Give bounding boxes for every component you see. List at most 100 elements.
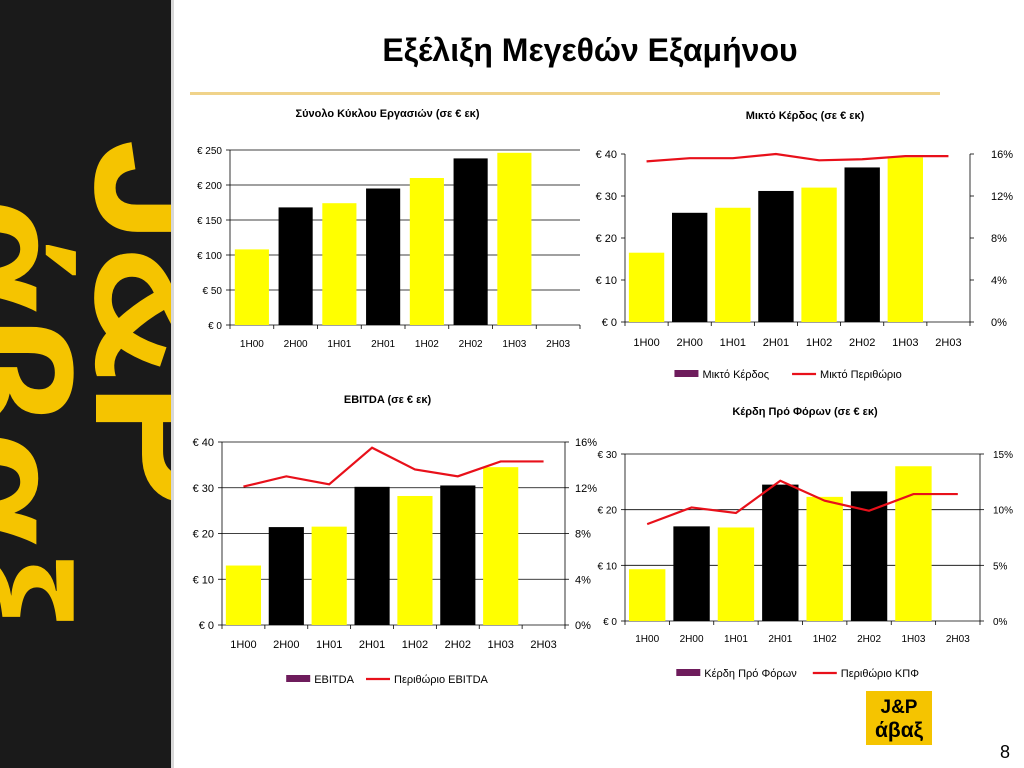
x-tick-label: 2H01 (763, 337, 789, 349)
logo-text-line2: άβαξ (0, 197, 107, 632)
y2-tick-label: 12% (575, 483, 597, 495)
x-tick-label: 2H00 (677, 337, 703, 349)
x-tick-label: 1H01 (316, 639, 342, 651)
x-tick-label: 1H02 (402, 639, 428, 651)
x-tick-label: 1H00 (230, 639, 256, 651)
x-tick-label: 2H03 (935, 337, 961, 349)
x-tick-label: 1H00 (633, 337, 659, 349)
x-tick-label: 2H00 (273, 639, 299, 651)
y2-tick-label: 16% (575, 437, 597, 449)
chart-title: Κέρδη Πρό Φόρων (σε € εκ) (732, 406, 878, 418)
x-tick-label: 2H01 (371, 339, 395, 350)
x-tick-label: 2H01 (768, 634, 792, 645)
legend-swatch-bar (286, 675, 311, 682)
legend-label: Περιθώριο ΚΠΦ (841, 668, 919, 680)
bar (628, 569, 666, 621)
y-tick-label: € 20 (596, 233, 617, 245)
x-tick-label: 2H03 (530, 639, 556, 651)
bar (672, 212, 708, 322)
x-tick-label: 1H00 (240, 339, 264, 350)
legend-label: Περιθώριο EBITDA (394, 674, 489, 686)
bar (673, 526, 710, 621)
logo-text-line1: J&P (55, 139, 172, 509)
y2-tick-label: 10% (993, 506, 1013, 517)
x-tick-label: 1H02 (415, 339, 439, 350)
company-logo-small: J&P άβαξ (866, 691, 932, 745)
y-tick-label: € 100 (197, 251, 222, 262)
x-tick-label: 1H03 (901, 634, 925, 645)
logo-text-line2: άβαξ (875, 719, 924, 742)
y2-tick-label: 4% (575, 574, 591, 586)
bar (497, 152, 532, 325)
x-tick-label: 2H03 (546, 339, 570, 350)
x-tick-label: 1H03 (892, 337, 918, 349)
left-decorative-stripe: J&P άβαξ (0, 0, 172, 768)
bar (440, 485, 476, 625)
title-underline (190, 92, 940, 95)
x-tick-label: 2H00 (284, 339, 308, 350)
gross-profit-chart: Μικτό Κέρδος (σε € εκ) € 0 € 10 € 20 € 30 € … (595, 100, 1015, 390)
y2-tick-label: 15% (993, 450, 1013, 461)
ebitda-chart-svg: € 0 € 10 € 20 € 30 € 40 0% 4% 8% 12% 16% 1H00 2H00 1… (193, 437, 598, 686)
x-tick-label: 1H01 (720, 337, 746, 349)
ebt-chart: Κέρδη Πρό Φόρων (σε € εκ) € 0 € 10 € 20 € 3… (595, 400, 1015, 690)
y-tick-label: € 0 (602, 317, 617, 329)
bar (758, 190, 794, 322)
ebt-chart-svg: € 0 € 10 € 20 € 30 0% 5% 10% 15% 1H00 2H00 1H01 2H0… (598, 450, 1014, 680)
gross-profit-chart-svg: € 0 € 10 € 20 € 30 € 40 0% 4% 8% 12% 16% 1H00 2H00 1… (596, 149, 1014, 381)
x-tick-label: 1H03 (488, 639, 514, 651)
y-tick-label: € 30 (193, 483, 214, 495)
y-tick-label: € 0 (199, 620, 214, 632)
bar (234, 249, 269, 325)
y-tick-label: € 250 (197, 146, 222, 157)
y2-tick-label: 5% (993, 561, 1008, 572)
y-tick-label: € 40 (193, 437, 214, 449)
bar (278, 207, 313, 325)
y-tick-label: € 150 (197, 216, 222, 227)
x-tick-label: 1H02 (813, 634, 837, 645)
x-tick-label: 2H02 (459, 339, 483, 350)
x-tick-label: 2H02 (445, 639, 471, 651)
bar (225, 565, 262, 625)
y-tick-label: € 10 (598, 561, 618, 572)
bar (453, 158, 488, 325)
y-tick-label: € 0 (603, 617, 617, 628)
margin-series-line (646, 152, 949, 163)
bar (366, 188, 401, 325)
bar (801, 187, 837, 322)
bar (628, 252, 665, 322)
x-tick-label: 1H03 (502, 339, 526, 350)
y2-tick-label: 16% (991, 149, 1013, 161)
bar (895, 466, 932, 621)
bar (311, 526, 347, 625)
bar (322, 203, 357, 325)
x-tick-label: 1H00 (635, 634, 659, 645)
legend-label: EBITDA (314, 674, 354, 686)
chart-title: Μικτό Κέρδος (σε € εκ) (745, 110, 865, 122)
bar (715, 207, 751, 322)
y2-tick-label: 8% (991, 233, 1007, 245)
turnover-chart: Σύνολο Κύκλου Εργασιών (σε € εκ) € 0 € 50… (185, 100, 590, 360)
chart-title: EBITDA (σε € εκ) (343, 394, 432, 406)
page-title: Εξέλιξη Μεγεθών Εξαμήνου (382, 32, 798, 68)
y-tick-label: € 30 (596, 191, 617, 203)
bar (806, 496, 843, 621)
x-tick-label: 1H02 (806, 337, 832, 349)
x-tick-label: 2H00 (680, 634, 704, 645)
y-tick-label: € 10 (193, 574, 214, 586)
y2-tick-label: 8% (575, 529, 591, 541)
bar (268, 527, 304, 625)
y2-tick-label: 4% (991, 275, 1007, 287)
bar (850, 491, 888, 621)
legend-swatch-bar (676, 669, 701, 676)
y-tick-label: € 200 (197, 181, 222, 192)
margin-series-line (646, 479, 958, 526)
chart-title: Σύνολο Κύκλου Εργασιών (σε € εκ) (295, 108, 480, 120)
margin-series-line (243, 446, 544, 488)
y-tick-label: € 10 (596, 275, 617, 287)
bar (717, 527, 755, 621)
page-number: 8 (1000, 742, 1011, 762)
bar (844, 167, 880, 322)
y-tick-label: € 20 (598, 506, 618, 517)
y-tick-label: € 20 (193, 529, 214, 541)
